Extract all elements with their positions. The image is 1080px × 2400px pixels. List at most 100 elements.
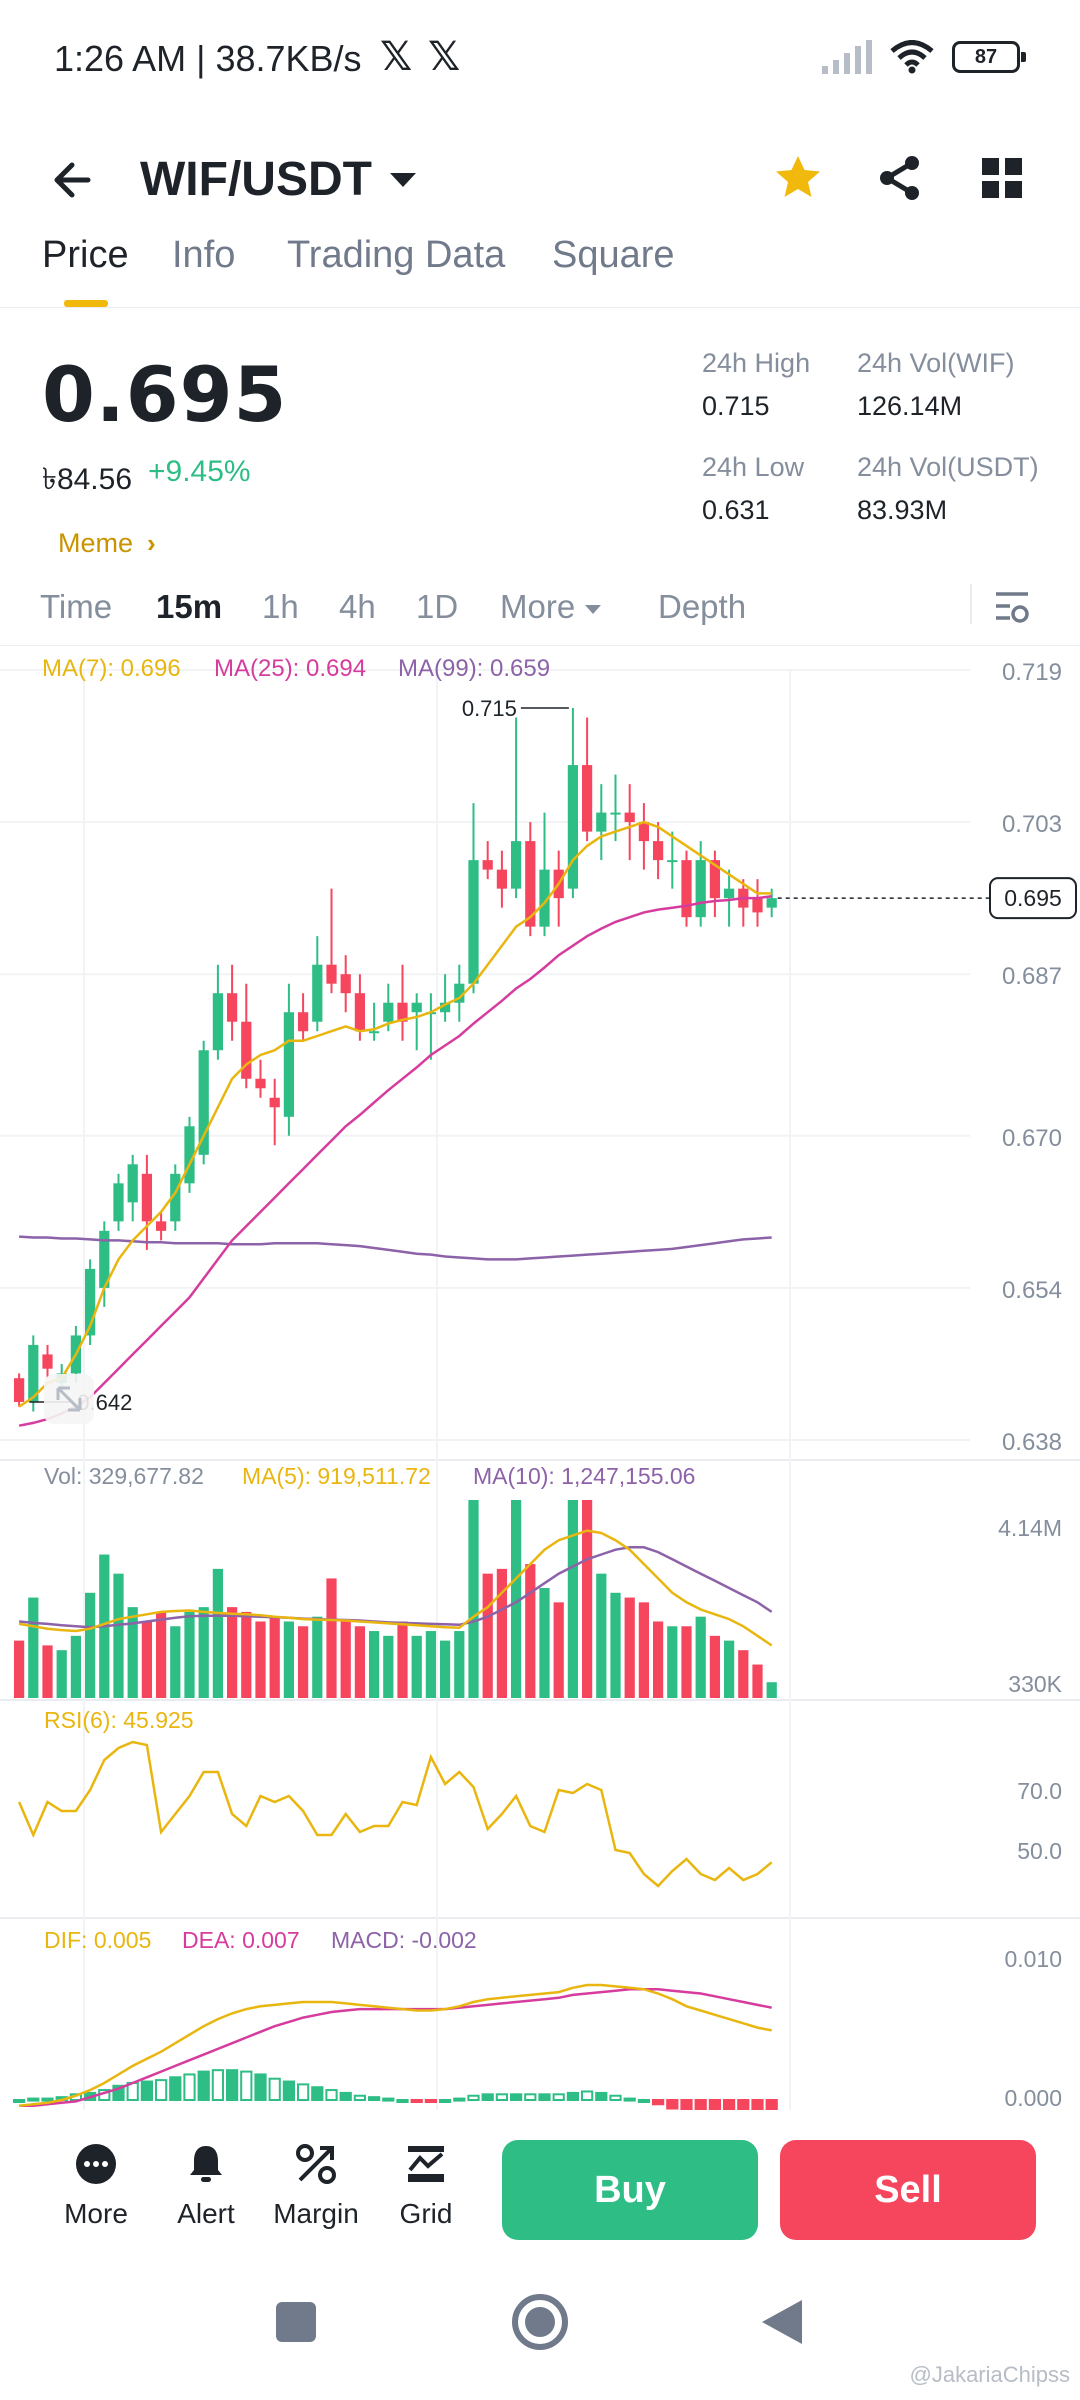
recents-icon[interactable] [274, 2300, 318, 2344]
volume-bar [184, 1611, 195, 1698]
volume-bar [269, 1616, 280, 1698]
macd-histogram-bar [481, 2093, 494, 2101]
grid-menu-icon[interactable] [974, 150, 1030, 206]
macd-histogram-bar [424, 2099, 438, 2103]
macd-histogram-bar [666, 2099, 679, 2110]
share-icon[interactable] [872, 150, 928, 206]
macd-histogram-bar [651, 2099, 665, 2106]
volume-bar [553, 1602, 564, 1698]
candle [681, 860, 692, 918]
stats-col-2: 24h Vol(WIF) 126.14M 24h Vol(USDT) 83.93… [857, 348, 1039, 526]
macd-histogram-bar [225, 2069, 239, 2102]
volume-bar [596, 1573, 607, 1698]
macd-histogram-bar [396, 2099, 409, 2103]
price-change: +9.45% [148, 455, 251, 488]
candle [297, 1012, 309, 1032]
volume-bar [667, 1626, 678, 1698]
bell-icon [190, 2146, 222, 2182]
rsi-legend: RSI(6): 45.925 [44, 1707, 194, 1733]
status-time: 1:26 AM | 38.7KB/s [54, 38, 362, 79]
candle [269, 1097, 280, 1108]
ma7-legend: MA(7): 0.696 [42, 655, 181, 682]
interval-depth[interactable]: Depth [658, 588, 747, 625]
tab-price[interactable]: Price [42, 234, 129, 276]
candle [468, 860, 479, 984]
macd-histogram-bar [410, 2099, 423, 2103]
candle [84, 1268, 96, 1336]
stats-col-1: 24h High 0.715 24h Low 0.631 [702, 348, 810, 526]
volume-bar [212, 1568, 224, 1698]
macd-histogram-bar [595, 2091, 608, 2102]
alert-button[interactable]: Alert [156, 2142, 256, 2230]
tab-trading-data[interactable]: Trading Data [287, 234, 506, 276]
ma7-line [18, 820, 772, 1408]
macd-tick-zero: 0.000 [1004, 2085, 1062, 2110]
macd-dif-legend: DIF: 0.005 [44, 1927, 151, 1953]
volume-bar [383, 1635, 394, 1698]
candle [454, 983, 465, 1003]
volume-bar [226, 1607, 238, 1698]
high-marker-label: 0.715 [462, 696, 517, 721]
tab-info[interactable]: Info [172, 234, 236, 276]
volume-bar [397, 1621, 408, 1698]
macd-histogram-bar [41, 2097, 54, 2102]
macd-histogram-bar [254, 2073, 267, 2101]
volume-bar [624, 1597, 635, 1698]
pair-selector[interactable]: WIF/USDT [140, 152, 416, 207]
volume-bar [638, 1602, 650, 1698]
interval-4h[interactable]: 4h [339, 588, 376, 625]
candle [496, 869, 508, 889]
tab-square[interactable]: Square [552, 234, 675, 276]
macd-histogram-bar [438, 2099, 452, 2103]
more-button[interactable]: More [46, 2142, 146, 2230]
margin-button[interactable]: Margin [266, 2142, 366, 2230]
chart-settings-icon[interactable] [990, 584, 1034, 628]
interval-1h[interactable]: 1h [262, 588, 299, 625]
volume-bar [539, 1588, 550, 1698]
pair-title: WIF/USDT [140, 153, 372, 206]
high-label: 24h High [702, 348, 811, 378]
caret-down-icon [389, 172, 416, 187]
macd-dea-line [19, 1987, 772, 2107]
interval-time[interactable]: Time [40, 588, 113, 625]
candle [723, 888, 735, 899]
volume-bar [70, 1635, 82, 1698]
rsi-tick-50: 50.0 [1017, 1838, 1062, 1864]
fiat-price: ৳84.56 [42, 463, 133, 496]
candle [283, 1012, 295, 1117]
price-axis-tick: 0.687 [1002, 963, 1062, 990]
margin-label: Margin [273, 2198, 359, 2229]
volume-bar [525, 1564, 536, 1698]
macd-histogram-bar [453, 2097, 466, 2102]
volume-bar [283, 1621, 295, 1698]
macd-histogram-bar [680, 2099, 693, 2110]
volume-bar [141, 1621, 153, 1698]
grid-button[interactable]: Grid [376, 2142, 476, 2230]
back-triangle-icon[interactable] [760, 2298, 804, 2346]
candle [170, 1173, 181, 1222]
candle [155, 1221, 167, 1231]
buy-button[interactable]: Buy [502, 2140, 758, 2240]
candle [695, 860, 706, 918]
interval-15m[interactable]: 15m [156, 588, 223, 625]
volume-bar [510, 1500, 522, 1698]
price-chart[interactable]: 0.719 0.703 0.687 0.670 0.654 0.638 MA(7): 0.6… [0, 648, 1080, 2110]
high-value: 0.715 [702, 391, 770, 421]
volume-bar [84, 1592, 96, 1698]
category-tag-label: Meme [58, 528, 134, 558]
star-icon[interactable] [770, 150, 826, 206]
vol-base-label: 24h Vol(WIF) [857, 348, 1015, 378]
volume-bar [42, 1645, 53, 1698]
category-tag[interactable]: Meme › [42, 528, 287, 559]
interval-1d[interactable]: 1D [416, 588, 459, 625]
macd-histogram-bar [623, 2097, 636, 2102]
volume-bar [113, 1573, 124, 1698]
x-icon-1: 𝕏 [380, 35, 413, 79]
home-icon[interactable] [510, 2292, 570, 2352]
volume-bar [368, 1631, 380, 1698]
back-arrow-icon[interactable] [44, 150, 104, 210]
volume-bar [354, 1626, 366, 1698]
sell-button[interactable]: Sell [780, 2140, 1036, 2240]
chevron-right-icon: › [147, 528, 156, 558]
interval-more[interactable]: More [500, 588, 602, 626]
